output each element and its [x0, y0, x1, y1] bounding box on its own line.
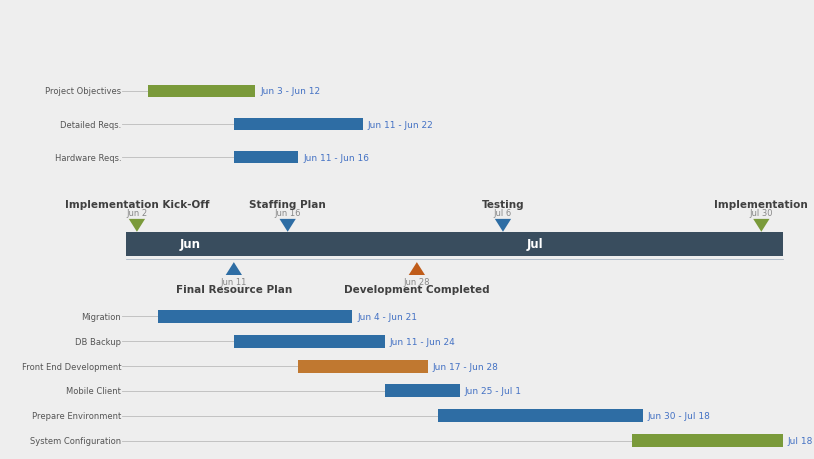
Text: Migration: Migration [81, 312, 121, 321]
Text: Jun 16: Jun 16 [274, 208, 301, 218]
Text: Front End Development: Front End Development [22, 362, 121, 371]
Text: Jun 17 - Jun 28: Jun 17 - Jun 28 [432, 362, 498, 371]
Text: Jun 11 - Jun 16: Jun 11 - Jun 16 [304, 153, 370, 162]
Text: Project Objectives: Project Objectives [45, 87, 121, 96]
Bar [234, 152, 299, 163]
Text: Jun 25 - Jul 1: Jun 25 - Jul 1 [465, 386, 522, 396]
Text: Final Resource Plan: Final Resource Plan [176, 285, 292, 295]
Bar [299, 360, 427, 373]
Polygon shape [409, 263, 425, 275]
Text: Implementation Kick-Off: Implementation Kick-Off [64, 199, 209, 209]
Bar [439, 409, 643, 422]
Text: Development Completed: Development Completed [344, 285, 490, 295]
Polygon shape [129, 219, 145, 232]
Bar [234, 119, 363, 130]
Text: Jun 4 - Jun 21: Jun 4 - Jun 21 [357, 312, 417, 321]
Text: Implementation: Implementation [715, 199, 808, 209]
Text: Jun 28: Jun 28 [404, 277, 430, 286]
Bar [147, 86, 256, 97]
Text: Jul 30: Jul 30 [750, 208, 773, 218]
Text: Staffing Plan: Staffing Plan [249, 199, 326, 209]
Text: Jul: Jul [527, 238, 544, 251]
Bar [234, 335, 384, 348]
Text: Mobile Client: Mobile Client [67, 386, 121, 396]
Text: Jun 11 - Jun 22: Jun 11 - Jun 22 [368, 120, 434, 129]
Polygon shape [495, 219, 511, 232]
Bar [632, 434, 783, 447]
Text: Hardware Reqs.: Hardware Reqs. [55, 153, 121, 162]
Text: Detailed Reqs.: Detailed Reqs. [60, 120, 121, 129]
Text: Testing: Testing [482, 199, 524, 209]
Text: DB Backup: DB Backup [75, 337, 121, 346]
Polygon shape [225, 263, 242, 275]
Text: System Configuration: System Configuration [30, 436, 121, 445]
Bar [159, 310, 352, 323]
Text: Prepare Environment: Prepare Environment [32, 411, 121, 420]
Text: Jun 11: Jun 11 [221, 277, 247, 286]
Text: Jun 3 - Jun 12: Jun 3 - Jun 12 [260, 87, 321, 96]
Polygon shape [753, 219, 769, 232]
Polygon shape [279, 219, 295, 232]
Text: Jun 2: Jun 2 [126, 208, 147, 218]
Text: Jun 30 - Jul 18: Jun 30 - Jul 18 [648, 411, 711, 420]
Text: Jun: Jun [180, 238, 201, 251]
Bar [126, 232, 783, 256]
Text: Jul 6: Jul 6 [494, 208, 512, 218]
Bar [384, 385, 460, 397]
Text: Jul 18 - Jul 31: Jul 18 - Jul 31 [788, 436, 814, 445]
Text: Jun 11 - Jun 24: Jun 11 - Jun 24 [389, 337, 455, 346]
